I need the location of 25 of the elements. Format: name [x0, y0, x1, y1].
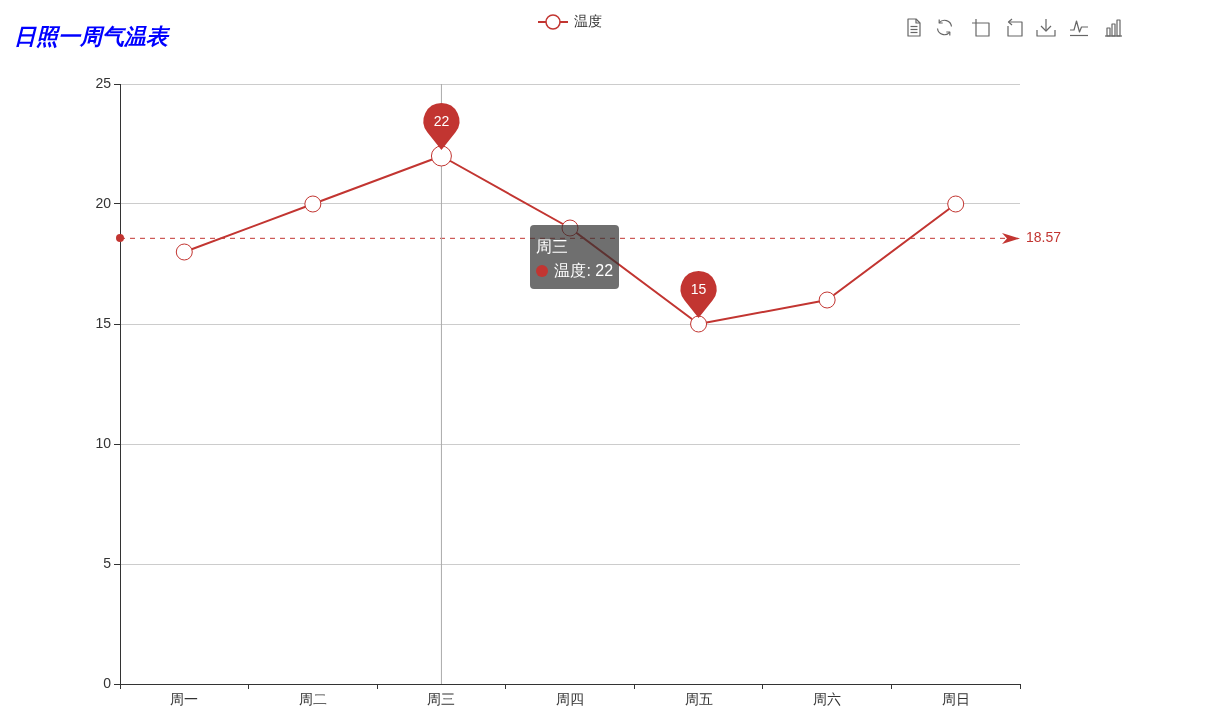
- y-tick-label: 0: [103, 674, 112, 691]
- point: [175, 243, 193, 261]
- y-tick-label: 5: [103, 554, 112, 571]
- data-label: 15: [690, 280, 707, 297]
- data-label: 22: [433, 112, 450, 129]
- legend-label: 温度: [574, 12, 602, 29]
- x-tick-label: 周六: [813, 691, 842, 708]
- y-tick-label: 15: [95, 314, 112, 331]
- point: [690, 315, 708, 333]
- x-tick-label: 周一: [170, 691, 199, 708]
- annotation: 温度: 22: [554, 260, 614, 281]
- point: [304, 195, 322, 213]
- x-tick-label: 周日: [941, 691, 970, 708]
- y-tick-label: 20: [95, 194, 112, 211]
- point: [947, 195, 965, 213]
- y-tick-label: 25: [95, 74, 112, 91]
- point: [818, 291, 836, 309]
- x-tick-label: 周四: [556, 691, 584, 708]
- x-tick-label: 周五: [684, 691, 713, 708]
- annotation: 周三: [536, 236, 569, 257]
- y-tick-label: 10: [95, 434, 112, 451]
- x-tick-label: 周二: [298, 691, 327, 708]
- chart-title: 日照一周气温表: [14, 24, 168, 50]
- ref-line-label: 18.57: [1026, 229, 1062, 246]
- x-tick-label: 周三: [427, 691, 456, 708]
